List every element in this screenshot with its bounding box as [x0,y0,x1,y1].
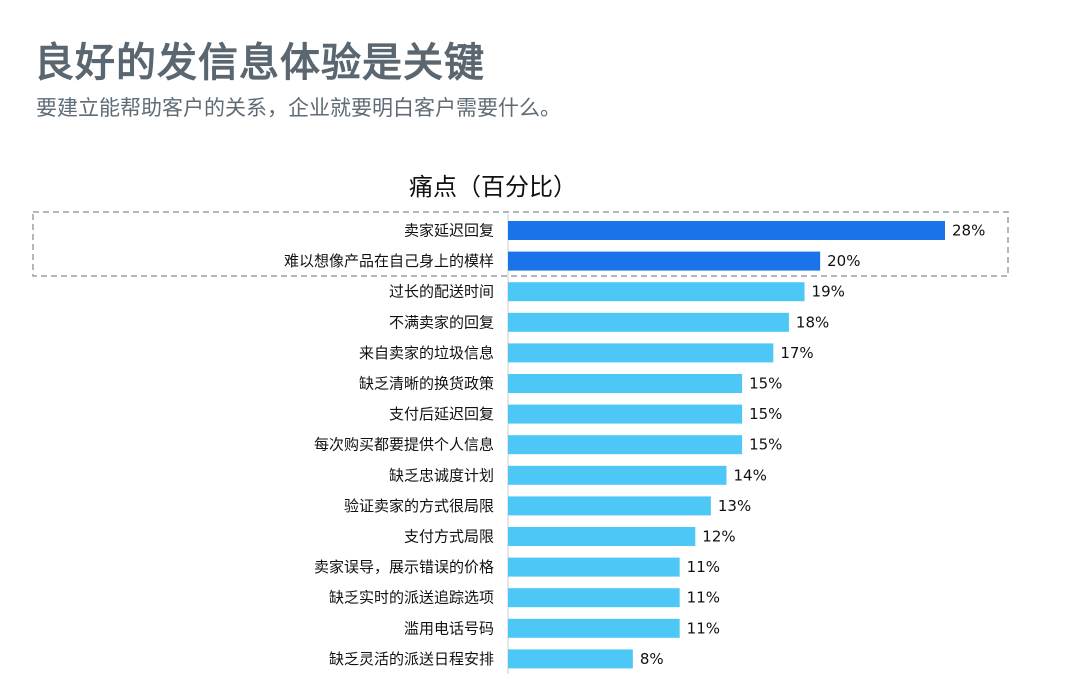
category-label: 缺乏清晰的换货政策 [359,375,494,393]
category-label: 缺乏忠诚度计划 [389,466,494,484]
bar [508,404,743,424]
value-label: 11% [687,619,720,637]
bar [508,588,680,608]
category-label: 来自卖家的垃圾信息 [359,344,494,362]
value-label: 11% [687,558,720,576]
value-label: 19% [812,283,845,301]
category-label: 每次购买都要提供个人信息 [314,436,494,454]
category-label: 卖家误导，展示错误的价格 [314,558,494,576]
page-subtitle: 要建立能帮助客户的关系，企业就要明白客户需要什么。 [36,96,561,120]
category-label: 验证卖家的方式很局限 [344,497,494,515]
category-label: 缺乏灵活的派送日程安排 [329,650,494,668]
value-label: 17% [780,344,813,362]
value-label: 14% [734,466,767,484]
category-label: 不满卖家的回复 [389,313,494,331]
chart-title: 痛点（百分比） [409,173,577,201]
bar [508,374,743,393]
value-label: 12% [702,528,735,546]
bar [508,343,774,363]
category-label: 支付后延迟回复 [389,405,494,423]
value-label: 13% [718,497,751,515]
category-label: 难以想像产品在自己身上的模样 [284,252,494,270]
bar [508,312,789,332]
highlight-dashed-box [32,211,1009,277]
category-label: 缺乏实时的派送追踪选项 [329,589,494,607]
category-label: 滥用电话号码 [404,619,494,637]
value-label: 15% [749,375,782,393]
value-label: 20% [827,252,860,270]
value-label: 11% [687,589,720,607]
value-label: 28% [952,222,985,240]
bar [508,221,945,240]
bar [508,435,743,455]
bar [508,496,711,516]
value-label: 18% [796,313,829,331]
bar [508,282,805,302]
bar [508,465,727,485]
page-title: 良好的发信息体验是关键 [34,40,485,86]
bar [508,618,680,638]
category-label: 支付方式局限 [404,528,494,546]
value-label: 15% [749,436,782,454]
bar [508,527,696,546]
bar [508,649,633,669]
bar [508,557,680,577]
bar [508,251,821,271]
value-label: 15% [749,405,782,423]
bars-group: 卖家延迟回复 28% 难以想像产品在自己身上的模样 20% 过长的配送时间 19% 不满卖家… [284,221,985,669]
value-label: 8% [640,650,664,668]
category-label: 卖家延迟回复 [404,222,494,240]
category-label: 过长的配送时间 [389,283,494,301]
